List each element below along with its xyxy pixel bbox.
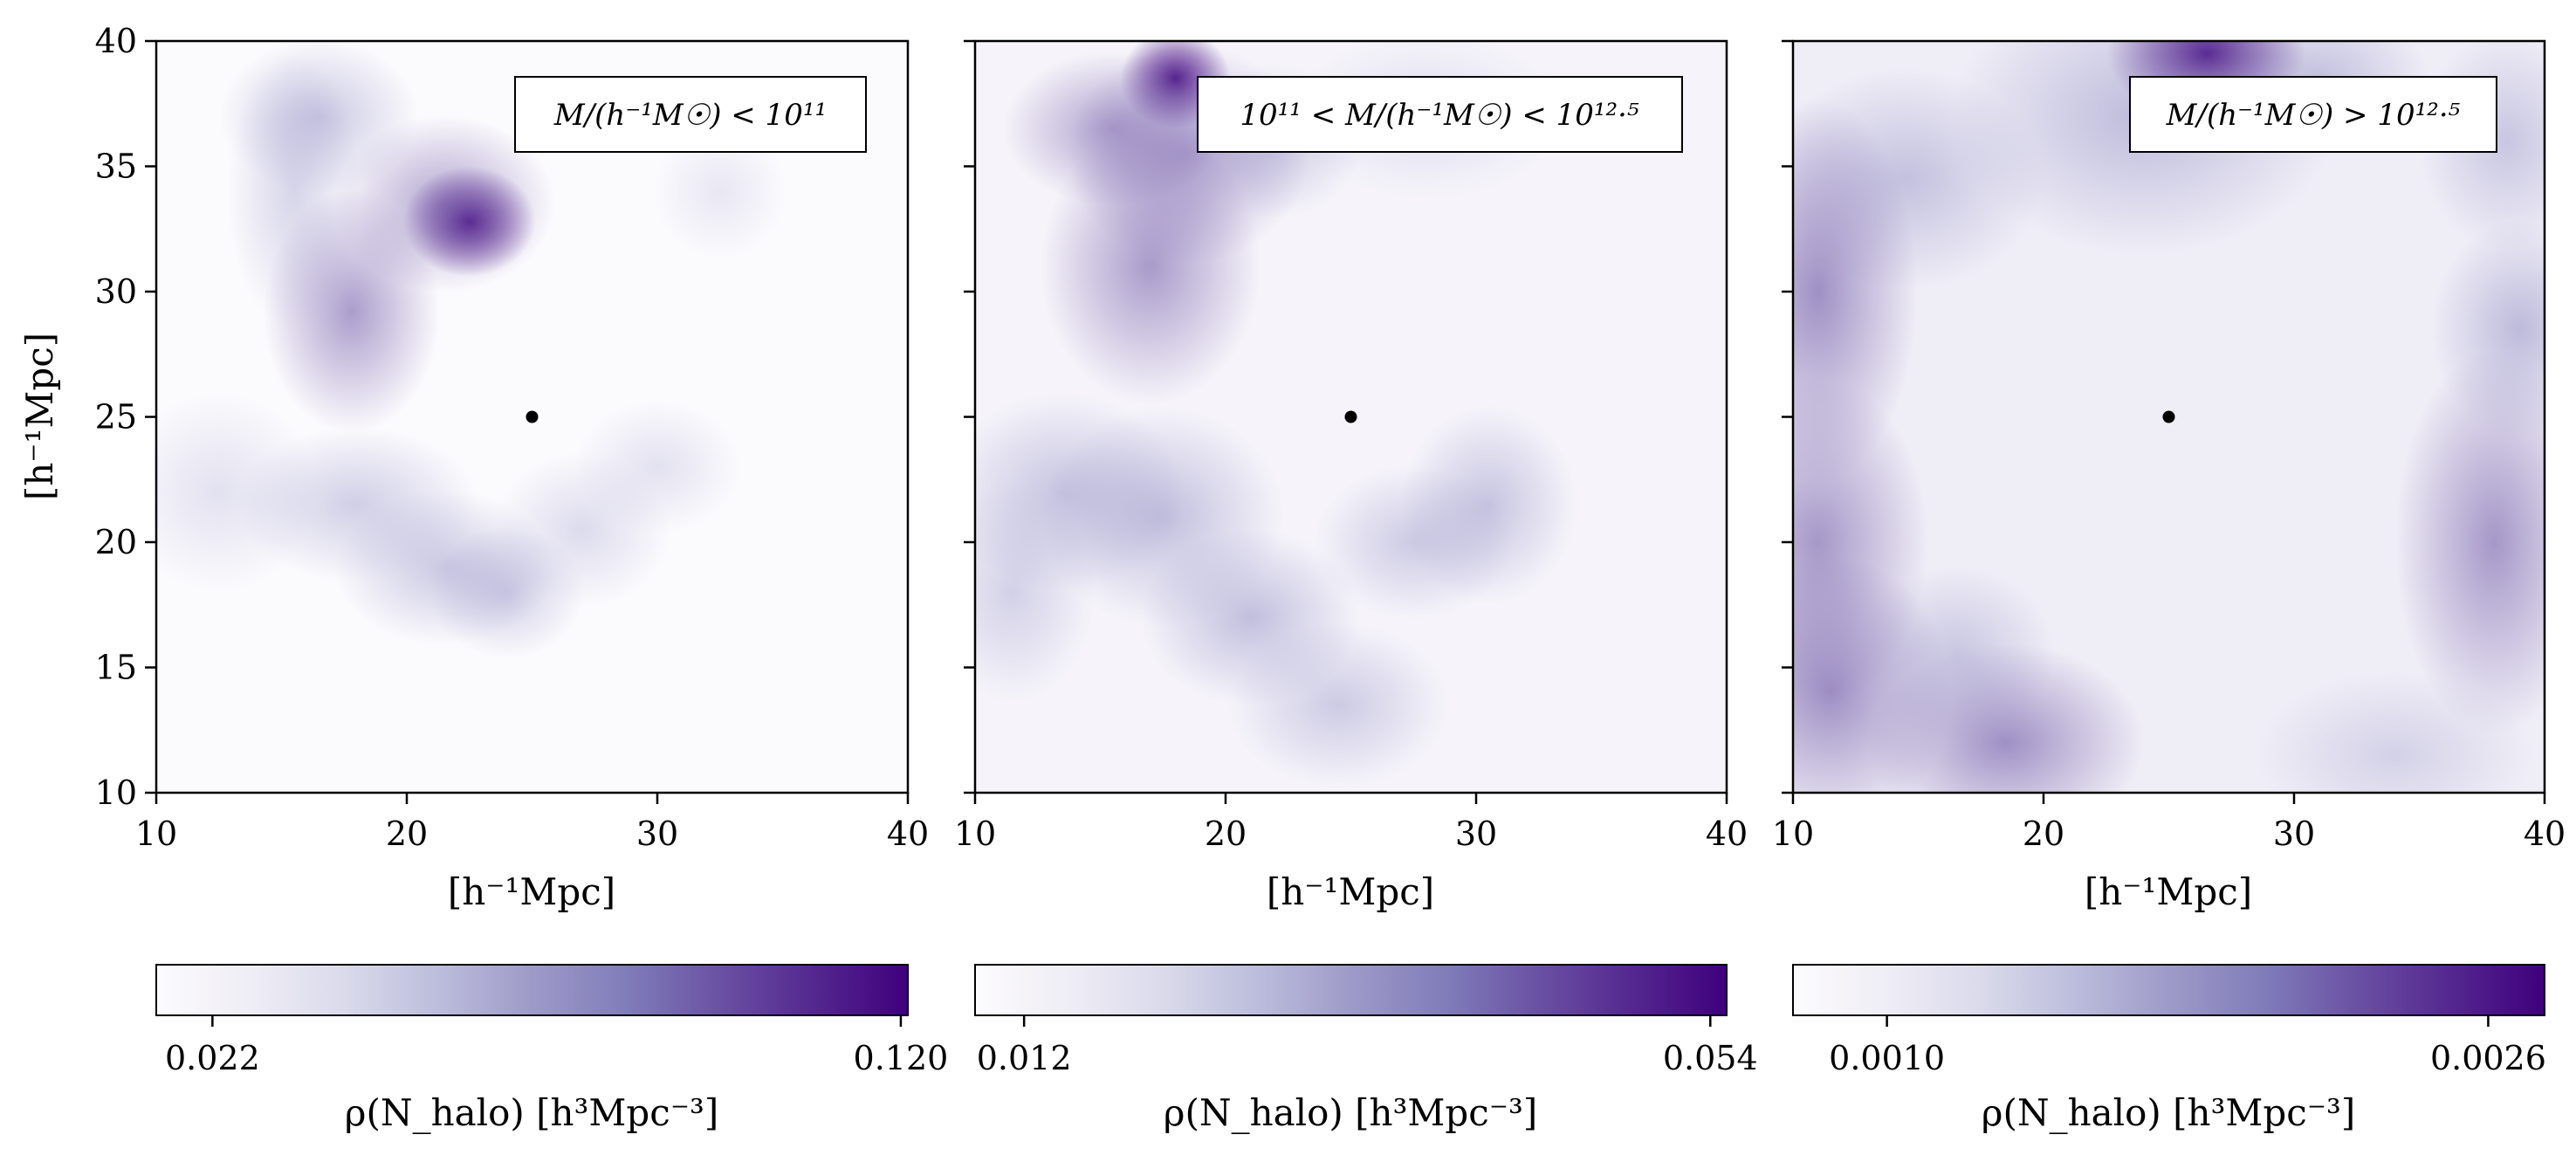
center-marker	[1344, 410, 1357, 423]
density-blob	[975, 482, 1096, 703]
colorbar-ticks: 0.0010 0.0026	[1829, 1015, 2546, 1077]
density-blob	[1227, 622, 1449, 788]
legend-text: M/(h⁻¹M☉) > 10¹²·⁵	[2166, 98, 2461, 133]
colorbar-ticks: 0.012 0.054	[977, 1015, 1758, 1077]
colorbar-label: ρ(N_halo) [h³Mpc⁻³]	[1982, 1091, 2355, 1134]
panel-high-mass: M/(h⁻¹M☉) > 10¹²·⁵ 10 20 30 40 [h⁻¹Mpc] 0.0…	[1772, 39, 2566, 1134]
x-axis: 10 20 30 40	[1772, 793, 2566, 853]
y-tick-label: 30	[95, 272, 137, 311]
colorbar-tick-label: 0.120	[854, 1039, 949, 1077]
x-tick-label: 10	[954, 815, 996, 853]
legend-text: M/(h⁻¹M☉) < 10¹¹	[553, 98, 827, 133]
x-axis: 10 20 30 40	[954, 793, 1748, 853]
colorbar-gradient	[1792, 964, 2545, 1016]
heatmap-low-mass	[156, 41, 908, 793]
x-axis-label: [h⁻¹Mpc]	[2085, 870, 2252, 913]
colorbar: 0.012 0.054 ρ(N_halo) [h³Mpc⁻³]	[974, 964, 1758, 1134]
y-axis: 10 15 20 25 30 35 40	[95, 22, 156, 812]
y-tick-label: 10	[95, 774, 137, 812]
x-tick-label: 30	[636, 815, 678, 853]
density-blob	[1856, 567, 2056, 744]
density-blob	[1040, 128, 1261, 405]
x-tick-label: 30	[1455, 815, 1497, 853]
x-tick-label: 30	[2273, 815, 2315, 853]
x-tick-label: 40	[887, 815, 929, 853]
x-tick-label: 40	[1706, 815, 1748, 853]
x-axis: 10 20 30 40	[135, 793, 929, 853]
y-tick-label: 20	[95, 523, 137, 561]
x-tick-label: 10	[1772, 815, 1814, 853]
colorbar: 0.022 0.120 ρ(N_halo) [h³Mpc⁻³]	[155, 964, 948, 1134]
y-tick-label: 40	[95, 22, 137, 60]
colorbar-tick-label: 0.012	[977, 1039, 1072, 1077]
density-blob	[2256, 672, 2532, 793]
y-axis-label: [h⁻¹Mpc]	[18, 333, 61, 500]
colorbar: 0.0010 0.0026 ρ(N_halo) [h³Mpc⁻³]	[1792, 964, 2546, 1134]
density-blob	[574, 401, 740, 533]
x-axis-label: [h⁻¹Mpc]	[448, 870, 615, 913]
panel-low-mass: M/(h⁻¹M☉) < 10¹¹ 10 20 30 40 10 15 20 25 30 35 40…	[18, 22, 948, 1134]
colorbar-label: ρ(N_halo) [h³Mpc⁻³]	[345, 1091, 718, 1134]
density-blob	[228, 53, 361, 330]
colorbar-tick-label: 0.0026	[2430, 1039, 2546, 1077]
density-blob	[2394, 349, 2545, 735]
colorbar-gradient	[974, 964, 1728, 1016]
x-tick-label: 20	[1205, 815, 1247, 853]
colorbar-gradient	[155, 964, 909, 1016]
colorbar-tick-label: 0.054	[1663, 1039, 1758, 1077]
density-blob	[2431, 218, 2545, 440]
legend-box: M/(h⁻¹M☉) < 10¹¹	[514, 76, 867, 153]
density-blob	[1400, 405, 1577, 604]
y-axis	[964, 39, 975, 794]
y-tick-label: 25	[95, 398, 137, 437]
colorbar-label: ρ(N_halo) [h³Mpc⁻³]	[1164, 1091, 1537, 1134]
legend-box: M/(h⁻¹M☉) > 10¹²·⁵	[2129, 76, 2497, 153]
legend-text: 10¹¹ < M/(h⁻¹M☉) < 10¹²·⁵	[1240, 98, 1639, 133]
y-tick-label: 35	[95, 148, 137, 186]
x-axis-label: [h⁻¹Mpc]	[1267, 870, 1434, 913]
density-blobs	[156, 41, 787, 659]
x-tick-label: 20	[386, 815, 428, 853]
legend-box: 10¹¹ < M/(h⁻¹M☉) < 10¹²·⁵	[1197, 76, 1683, 153]
density-blob	[156, 392, 319, 592]
panel-mid-mass: 10¹¹ < M/(h⁻¹M☉) < 10¹²·⁵ 10 20 30 40 [h⁻¹M…	[954, 39, 1758, 1134]
colorbar-tick-label: 0.022	[165, 1039, 260, 1077]
y-axis	[1782, 39, 1793, 794]
x-tick-label: 40	[2524, 815, 2566, 853]
center-marker	[526, 410, 539, 423]
colorbar-tick-label: 0.0010	[1829, 1039, 1945, 1077]
center-marker	[2162, 410, 2175, 423]
density-blob	[653, 125, 787, 258]
x-tick-label: 20	[2023, 815, 2064, 853]
x-tick-label: 10	[135, 815, 177, 853]
colorbar-ticks: 0.022 0.120	[165, 1015, 948, 1077]
y-tick-label: 15	[95, 649, 137, 687]
